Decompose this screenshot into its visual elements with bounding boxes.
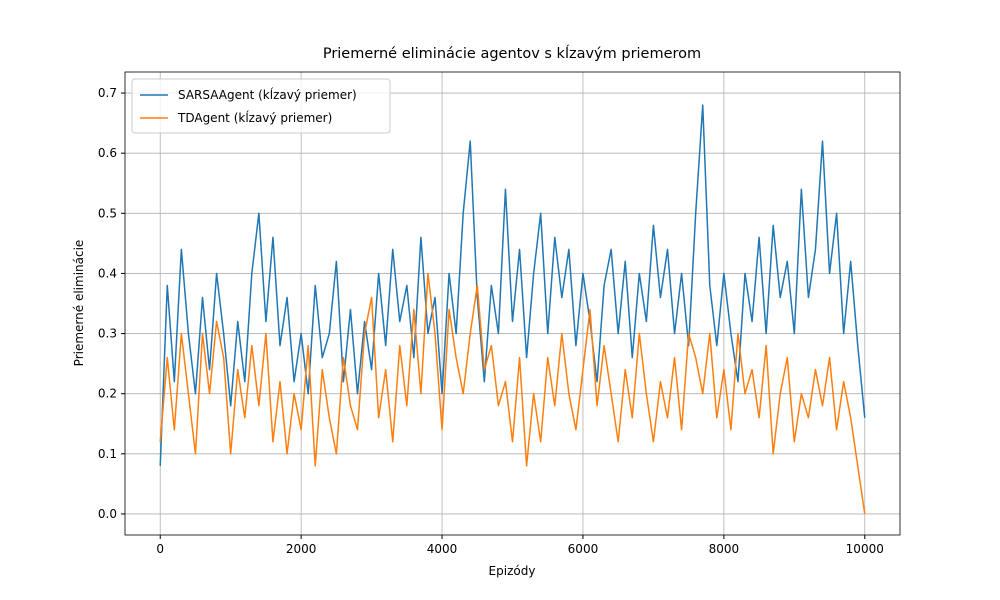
legend-label: TDAgent (kĺzavý priemer) [177, 110, 332, 125]
legend: SARSAAgent (kĺzavý priemer) TDAgent (kĺza… [131, 78, 391, 134]
x-tick-label: 8000 [709, 542, 740, 556]
y-tick-label: 0.1 [98, 447, 117, 461]
y-tick-label: 0.4 [98, 266, 117, 280]
y-tick-label: 0.5 [98, 206, 117, 220]
y-tick-label: 0.2 [98, 387, 117, 401]
y-axis-label: Priemerné eliminácie [72, 240, 86, 367]
plot-frame [124, 71, 901, 536]
data-line [159, 272, 866, 515]
legend-box [131, 78, 391, 134]
y-tick-label: 0.6 [98, 146, 117, 160]
y-tick-label: 0.3 [98, 327, 117, 341]
chart-title: Priemerné eliminácie agentov s kĺzavým p… [323, 44, 701, 62]
x-tick-label: 10000 [846, 542, 884, 556]
x-tick-label: 2000 [286, 542, 317, 556]
x-tick-label: 4000 [427, 542, 458, 556]
data-line [159, 104, 866, 466]
x-axis-label: Epizódy [489, 564, 536, 578]
x-tick-label: 6000 [568, 542, 599, 556]
x-tick-label: 0 [156, 542, 164, 556]
y-tick-label: 0.7 [98, 86, 117, 100]
y-tick-label: 0.0 [98, 507, 117, 521]
legend-label: SARSAAgent (kĺzavý priemer) [178, 87, 357, 102]
